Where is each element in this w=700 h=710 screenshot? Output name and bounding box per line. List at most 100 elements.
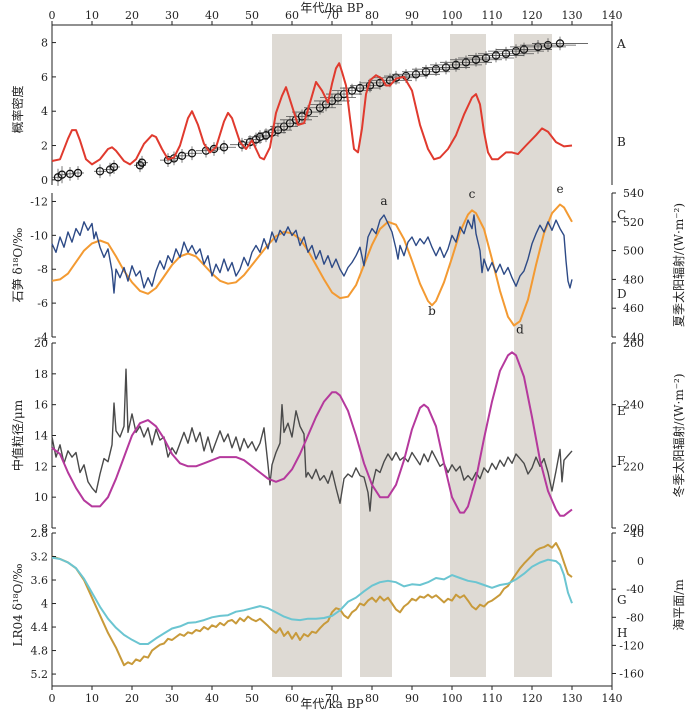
- data-point: [511, 46, 521, 56]
- left-y-axis-title: 中值粒径/μm: [10, 399, 25, 471]
- top-x-tick-label: 50: [245, 9, 259, 22]
- top-x-tick-label: 30: [165, 9, 179, 22]
- right-y-tick-label: 220: [623, 460, 644, 473]
- data-point: [95, 167, 105, 176]
- top-x-tick-label: 60: [285, 9, 299, 22]
- left-y-tick-label: 3.2: [31, 551, 49, 564]
- left-y-tick-label: 8: [41, 37, 48, 50]
- bottom-x-axis-title: 年代/ka BP: [300, 697, 363, 710]
- data-point: [519, 45, 529, 54]
- bottom-x-tick-label: 50: [245, 692, 259, 705]
- bottom-x-tick-label: 80: [365, 692, 379, 705]
- left-y-tick-label: 8: [41, 522, 48, 535]
- annotation-e: e: [556, 182, 563, 196]
- right-y-axis-title: 海平面/m: [671, 579, 686, 631]
- annotation-d: d: [516, 323, 524, 337]
- left-y-axis-title: 概率密度: [10, 85, 25, 133]
- bottom-x-tick-label: 120: [522, 692, 543, 705]
- top-x-tick-label: 90: [405, 9, 419, 22]
- annotation-b: b: [428, 304, 436, 318]
- data-point: [471, 55, 481, 64]
- data-point: [65, 169, 75, 179]
- data-point: [255, 132, 265, 142]
- top-x-tick-label: 10: [85, 9, 99, 22]
- right-y-tick-label: 460: [623, 302, 644, 315]
- data-point: [109, 162, 119, 172]
- data-point: [501, 49, 511, 58]
- top-x-tick-label: 40: [205, 9, 219, 22]
- shaded-interval-3: [450, 34, 486, 677]
- annotation-c: c: [469, 187, 476, 201]
- data-point: [451, 60, 461, 70]
- data-point: [177, 151, 187, 161]
- right-y-tick-label: -80: [626, 611, 644, 624]
- shaded-interval-2: [360, 34, 392, 677]
- data-point: [137, 158, 147, 167]
- bottom-x-tick-label: 70: [325, 692, 339, 705]
- left-y-tick-label: 14: [34, 430, 48, 443]
- series-tag-G: G: [617, 593, 627, 607]
- data-point: [209, 144, 219, 154]
- series-F-line: [51, 351, 573, 517]
- left-y-tick-label: 2.8: [31, 527, 49, 540]
- series-C-line: [51, 203, 573, 327]
- right-y-tick-label: -40: [626, 583, 644, 596]
- bottom-x-tick-label: 20: [125, 692, 139, 705]
- left-y-tick-label: 6: [41, 71, 48, 84]
- series-B-line: [51, 62, 573, 166]
- shaded-intervals: [272, 34, 552, 677]
- top-x-tick-label: 70: [325, 9, 339, 22]
- right-y-tick-label: -160: [619, 667, 644, 680]
- series-tag-D: D: [617, 287, 627, 301]
- left-y-tick-label: 4: [41, 598, 48, 611]
- top-x-tick-label: 100: [442, 9, 463, 22]
- left-y-tick-label: 18: [34, 368, 48, 381]
- right-y-tick-label: 480: [623, 273, 644, 286]
- right-y-tick-label: 520: [623, 216, 644, 229]
- data-point: [73, 168, 83, 178]
- series-tag-A: A: [616, 37, 626, 51]
- top-x-tick-label: 130: [562, 9, 583, 22]
- labels-layer: 年代/ka BP 年代/ka BP 概率密度 A B 石笋 δ¹⁸O/‰ 夏季太阳辐射/(W…: [10, 1, 686, 710]
- top-x-tick-label: 110: [482, 9, 503, 22]
- data-point: [543, 40, 553, 50]
- data-point: [163, 155, 173, 165]
- left-y-tick-label: 3.6: [31, 574, 49, 587]
- bottom-x-tick-label: 60: [285, 692, 299, 705]
- right-y-tick-label: 540: [623, 187, 644, 200]
- bottom-x-tick-label: 0: [49, 692, 56, 705]
- left-y-tick-label: 4.8: [31, 645, 49, 658]
- data-point: [421, 67, 431, 76]
- top-x-axis-title: 年代/ka BP: [300, 1, 363, 15]
- plot-layer: [51, 36, 588, 667]
- bottom-x-tick-label: 110: [482, 692, 503, 705]
- shaded-interval-1: [272, 34, 342, 677]
- bottom-x-tick-label: 10: [85, 692, 99, 705]
- series-tag-H: H: [617, 626, 627, 640]
- data-point: [57, 170, 67, 179]
- right-y-tick-label: 200: [623, 522, 644, 535]
- data-point: [441, 63, 451, 72]
- series-D-line: [51, 214, 573, 294]
- data-point: [219, 143, 229, 152]
- data-point: [347, 86, 357, 95]
- left-y-tick-label: 0: [41, 174, 48, 187]
- right-y-tick-label: 440: [623, 331, 644, 344]
- left-y-axis-title: LR04 δ¹⁸O/‰: [11, 564, 25, 647]
- right-y-axis-title: 夏季太阳辐射/(W·m⁻²): [671, 203, 686, 327]
- left-y-tick-label: -12: [30, 195, 48, 208]
- bottom-x-tick-label: 30: [165, 692, 179, 705]
- left-y-tick-label: 16: [34, 399, 48, 412]
- bottom-x-tick-label: 140: [602, 692, 623, 705]
- left-y-tick-label: -10: [30, 229, 48, 242]
- bottom-x-tick-label: 40: [205, 692, 219, 705]
- data-point: [237, 140, 247, 149]
- data-point: [461, 58, 471, 67]
- data-point: [135, 161, 145, 170]
- top-x-tick-label: 0: [49, 9, 56, 22]
- right-y-axis-title: 冬季太阳辐射/(W·m⁻²): [671, 373, 686, 497]
- data-point: [355, 83, 365, 93]
- right-y-tick-label: -120: [619, 639, 644, 652]
- bottom-x-tick-label: 90: [405, 692, 419, 705]
